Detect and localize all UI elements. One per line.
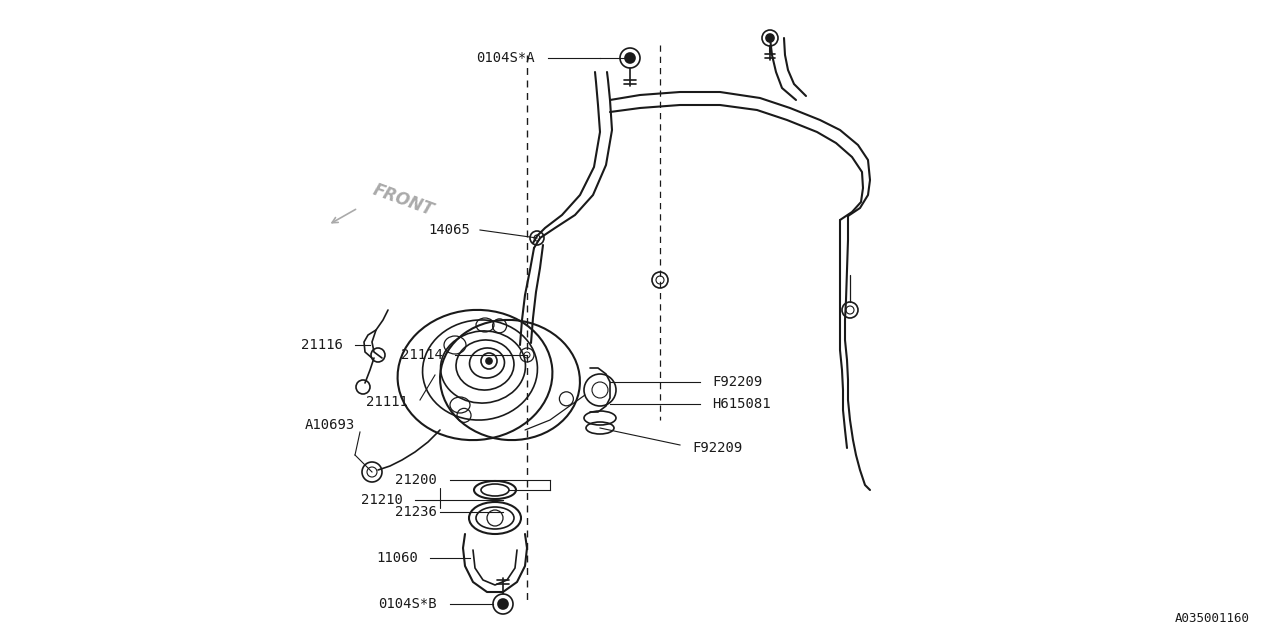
Text: 21236: 21236: [396, 505, 436, 519]
Text: F92209: F92209: [712, 375, 763, 389]
Text: 21111: 21111: [366, 395, 408, 409]
Text: 14065: 14065: [428, 223, 470, 237]
Circle shape: [765, 34, 774, 42]
Text: 21200: 21200: [396, 473, 436, 487]
Text: 0104S*A: 0104S*A: [476, 51, 535, 65]
Text: F92209: F92209: [692, 441, 742, 455]
Circle shape: [498, 599, 508, 609]
Circle shape: [486, 358, 492, 364]
Text: 0104S*B: 0104S*B: [379, 597, 436, 611]
Text: FRONT: FRONT: [370, 180, 435, 220]
Text: 11060: 11060: [376, 551, 419, 565]
Text: 21116: 21116: [301, 338, 343, 352]
Circle shape: [625, 53, 635, 63]
Text: 21114: 21114: [401, 348, 443, 362]
Text: 21210: 21210: [361, 493, 403, 507]
Text: A10693: A10693: [305, 418, 355, 432]
Text: H615081: H615081: [712, 397, 771, 411]
Text: A035001160: A035001160: [1175, 612, 1251, 625]
